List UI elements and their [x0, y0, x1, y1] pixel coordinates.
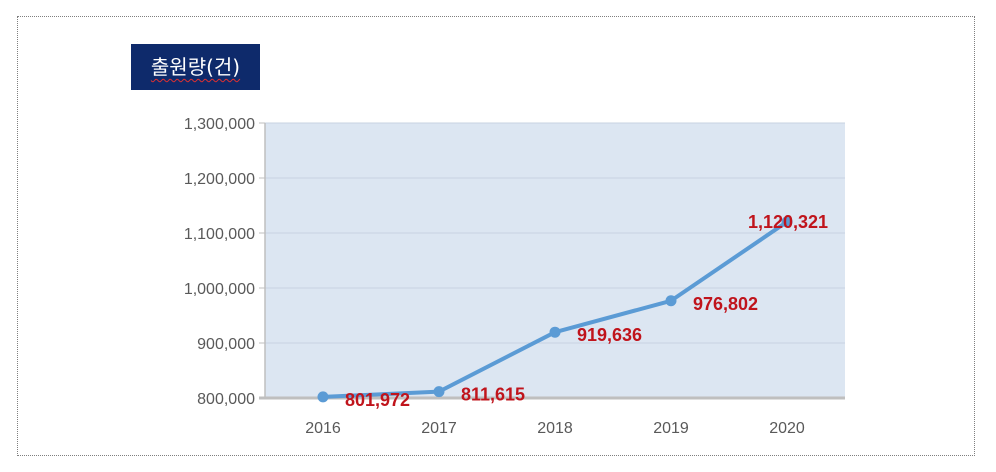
chart-title: 출원량(건): [131, 44, 260, 90]
data-point: [549, 326, 561, 338]
x-tick-label: 2018: [537, 420, 573, 437]
y-tick-label: 1,200,000: [184, 171, 255, 188]
y-tick-label: 800,000: [197, 391, 255, 408]
data-point: [317, 391, 329, 403]
data-point: [665, 295, 677, 307]
y-tick-label: 900,000: [197, 336, 255, 353]
plot-area: 800,000 900,000 1,000,000 1,100,000 1,200,00…: [184, 116, 845, 437]
data-label: 811,615: [461, 385, 525, 405]
x-tick-label: 2020: [769, 420, 805, 437]
data-label: 976,802: [693, 294, 758, 314]
x-tick-label: 2019: [653, 420, 689, 437]
data-label: 1,120,321: [748, 212, 828, 232]
x-tick-label: 2016: [305, 420, 341, 437]
plot-background: [265, 123, 845, 398]
data-point: [433, 386, 445, 398]
y-tick-label: 1,000,000: [184, 281, 255, 298]
chart-title-text: 출원량(건): [150, 55, 241, 79]
data-label: 919,636: [577, 325, 642, 345]
x-tick-label: 2017: [421, 420, 457, 437]
y-tick-label: 1,300,000: [184, 116, 255, 133]
data-point: [781, 216, 793, 228]
data-label: 801,972: [345, 390, 410, 410]
y-tick-label: 1,100,000: [184, 226, 255, 243]
